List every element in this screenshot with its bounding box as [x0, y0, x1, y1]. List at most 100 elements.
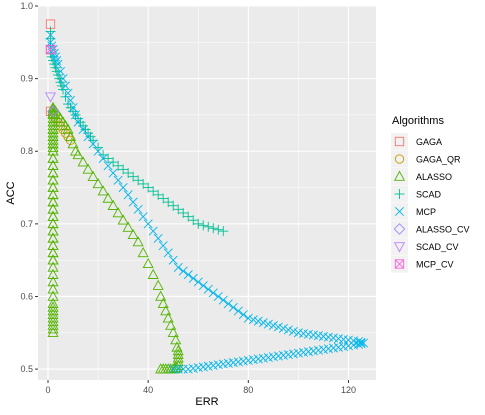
- data-point: [45, 44, 56, 55]
- data-point: [47, 141, 59, 152]
- data-point: [243, 313, 253, 323]
- data-point: [47, 268, 59, 279]
- data-point: [47, 138, 59, 149]
- data-point: [163, 248, 173, 258]
- data-point: [138, 178, 149, 189]
- data-point: [61, 81, 71, 91]
- data-point: [213, 224, 224, 235]
- data-point: [127, 228, 139, 240]
- data-point: [188, 273, 198, 283]
- data-point: [64, 130, 77, 141]
- y-tick-label: 0.8: [20, 146, 33, 156]
- data-point: [128, 171, 139, 182]
- data-point: [56, 66, 66, 76]
- data-point: [283, 325, 293, 335]
- data-point: [78, 124, 88, 134]
- data-point: [268, 321, 278, 331]
- data-point: [67, 138, 79, 149]
- data-point: [193, 277, 203, 287]
- data-point: [138, 212, 148, 222]
- data-point: [58, 84, 69, 95]
- legend-label: GAGA_QR: [416, 155, 461, 165]
- legend-label: MCP: [416, 207, 436, 217]
- legend-entry: ALASSO_CV: [391, 220, 470, 238]
- data-point: [356, 339, 366, 349]
- data-point: [253, 316, 263, 326]
- data-point: [72, 148, 84, 160]
- y-tick-label: 0.9: [20, 74, 33, 84]
- legend-marker: [394, 189, 405, 199]
- data-point: [87, 170, 99, 181]
- data-point: [73, 117, 83, 127]
- data-point: [183, 270, 193, 280]
- legend-label: ALASSO: [416, 172, 452, 182]
- data-point: [173, 262, 183, 272]
- data-point: [68, 103, 78, 113]
- legend-marker: [393, 242, 406, 253]
- legend-label: SCAD: [416, 190, 442, 200]
- legend-entry: MCP: [391, 203, 436, 220]
- data-point: [53, 59, 63, 69]
- data-point: [47, 145, 59, 156]
- data-point: [47, 174, 59, 185]
- y-tick-label: 0.6: [20, 291, 33, 301]
- data-point: [47, 254, 59, 265]
- data-point: [47, 319, 59, 330]
- data-point: [47, 246, 59, 258]
- legend-key: [391, 220, 408, 238]
- data-point: [133, 204, 143, 214]
- data-point: [153, 233, 163, 243]
- data-point: [218, 226, 229, 237]
- data-point: [58, 74, 68, 84]
- data-point: [47, 308, 59, 319]
- data-point: [46, 30, 56, 40]
- data-point: [47, 210, 59, 221]
- data-point: [47, 123, 59, 134]
- data-point: [60, 91, 71, 102]
- data-point: [82, 163, 94, 174]
- panel-background: [38, 6, 376, 380]
- data-point: [47, 312, 59, 323]
- data-point: [47, 181, 59, 192]
- data-point: [88, 139, 98, 149]
- data-point: [155, 290, 167, 301]
- data-point: [172, 345, 184, 356]
- data-point: [44, 92, 57, 103]
- data-point: [123, 190, 133, 200]
- data-point: [117, 214, 129, 225]
- data-point: [157, 297, 169, 308]
- data-point: [107, 199, 119, 210]
- data-point: [118, 183, 128, 193]
- data-point: [98, 153, 108, 164]
- legend-key: [391, 168, 408, 185]
- data-point: [208, 223, 219, 234]
- data-point: [132, 236, 144, 247]
- data-point: [47, 188, 59, 200]
- data-point: [47, 119, 59, 131]
- data-point: [223, 299, 233, 309]
- data-point: [128, 197, 138, 207]
- data-point: [218, 295, 228, 305]
- data-point: [158, 241, 168, 251]
- data-point: [108, 157, 119, 168]
- legend-entry: GAGA: [391, 133, 442, 150]
- data-point: [47, 134, 59, 145]
- data-point: [47, 225, 59, 236]
- legend-entry: SCAD_CV: [391, 238, 459, 255]
- legend-label: ALASSO_CV: [416, 225, 470, 235]
- legend-label: SCAD_CV: [416, 242, 459, 252]
- data-point: [188, 215, 199, 226]
- data-point: [172, 348, 184, 359]
- data-point: [288, 326, 298, 336]
- data-points: [44, 19, 368, 374]
- data-point: [168, 200, 179, 211]
- data-point: [63, 88, 73, 98]
- data-point: [183, 211, 194, 222]
- y-tick-label: 0.5: [20, 364, 33, 374]
- data-point: [47, 297, 59, 308]
- data-point: [47, 315, 59, 327]
- data-point: [93, 146, 103, 156]
- data-point: [92, 177, 104, 189]
- legend: Algorithms GAGA GAGA_QR ALASSO SCAD MCP ALASS…: [391, 115, 470, 273]
